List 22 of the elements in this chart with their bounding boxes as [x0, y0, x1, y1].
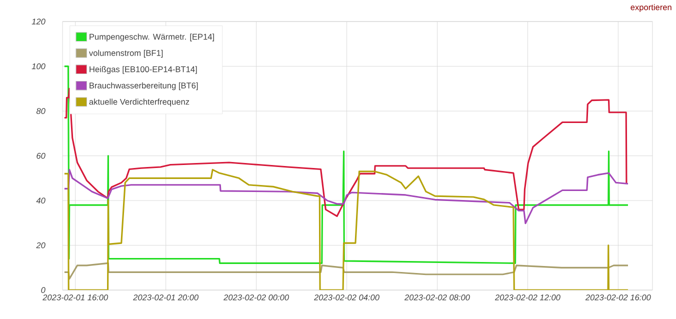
legend-label: Heißgas [EB100-EP14-BT14] — [90, 66, 197, 74]
x-tick-label: 2023-02-01 16:00 — [42, 294, 108, 300]
x-tick-label: 2023-02-02 16:00 — [585, 294, 651, 300]
y-tick-label: 100 — [32, 63, 46, 70]
x-tick-label: 2023-02-02 12:00 — [494, 294, 560, 300]
legend-label: volumenstrom [BF1] — [89, 50, 163, 58]
y-tick-label: 60 — [36, 152, 46, 159]
x-tick-label: 2023-02-02 08:00 — [404, 294, 470, 300]
line-series — [64, 168, 629, 224]
legend-label: Brauchwasserbereitung [BT6] — [90, 82, 198, 90]
x-tick-label: 2023-02-02 00:00 — [224, 294, 289, 300]
y-tick-label: 80 — [36, 108, 46, 114]
y-tick-label: 120 — [32, 18, 46, 24]
legend-label: aktuelle Verdichterfrequenz — [89, 98, 190, 106]
y-tick-label: 20 — [36, 242, 46, 248]
text: exportieren — [630, 4, 672, 12]
y-tick-label: 40 — [36, 197, 46, 204]
y-tick-label: 0 — [41, 286, 46, 293]
x-tick-label: 2023-02-01 20:00 — [133, 294, 199, 300]
x-tick-label: 2023-02-02 04:00 — [314, 294, 380, 300]
line-series — [64, 65, 629, 264]
legend-label: Pumpengeschw. Wärmetr. [EP14] — [90, 33, 214, 42]
